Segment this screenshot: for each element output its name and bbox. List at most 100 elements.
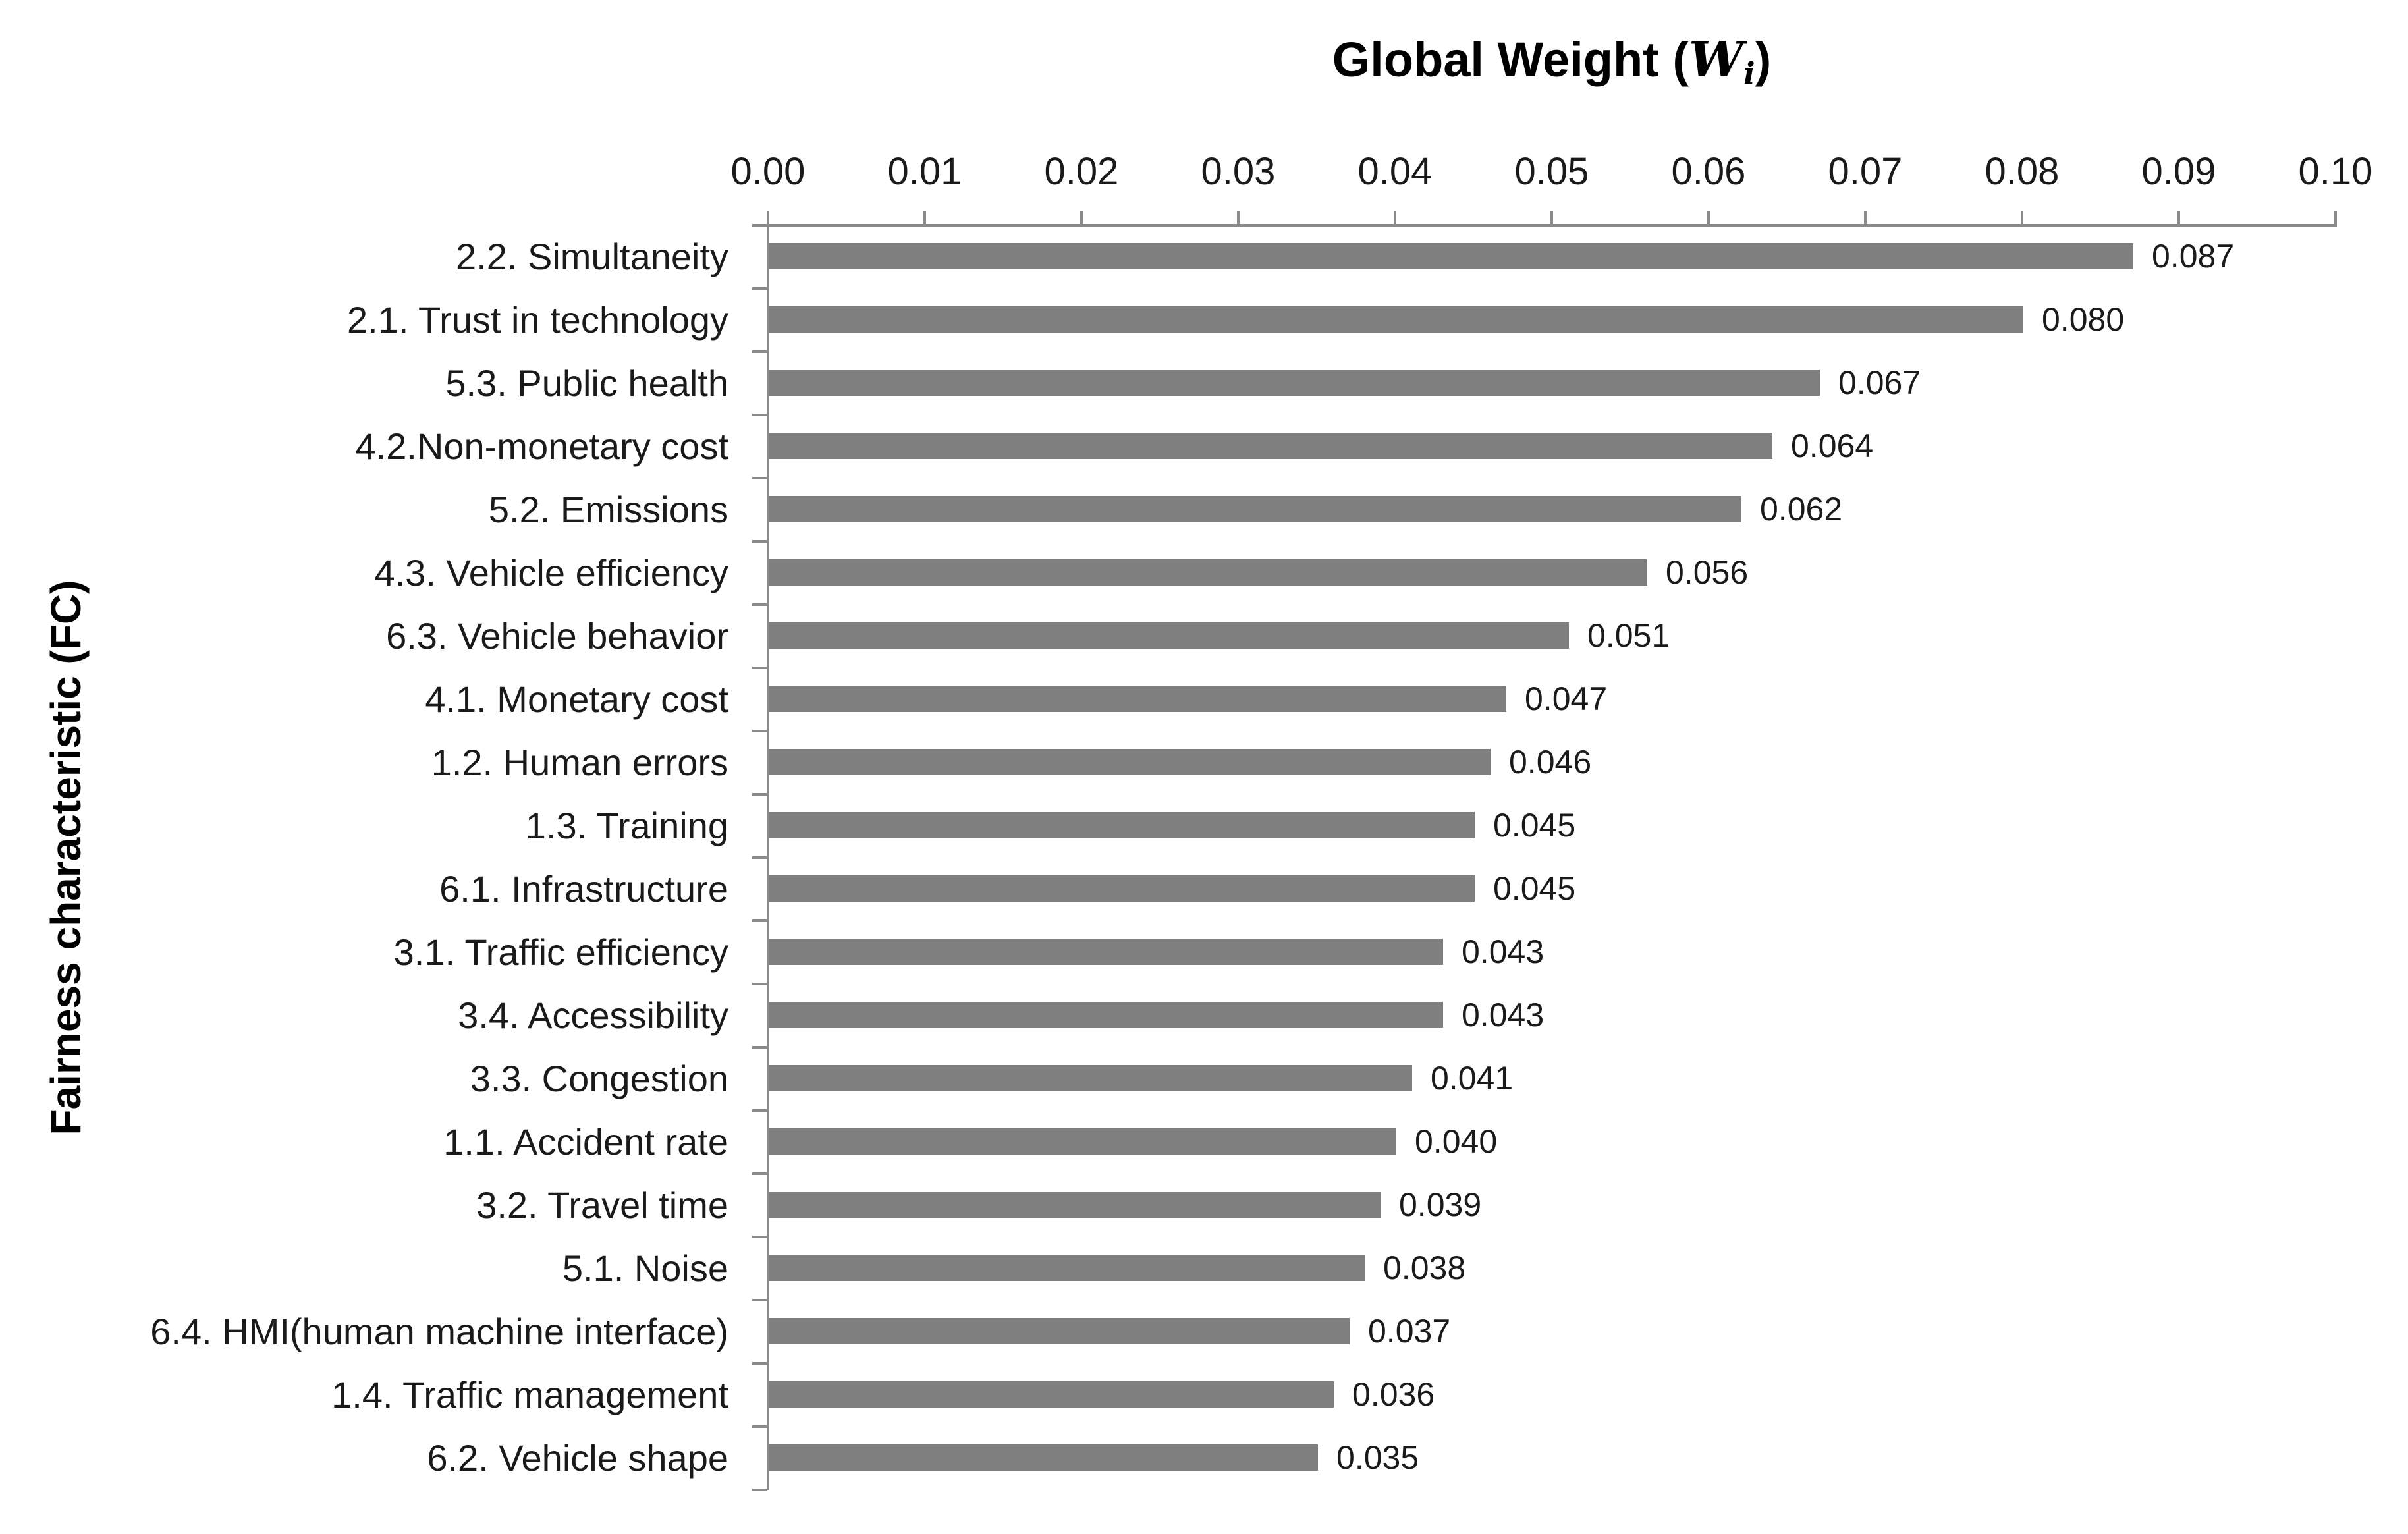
y-tick bbox=[752, 1172, 767, 1175]
chart-title-variable: W bbox=[1689, 32, 1744, 88]
x-tick-label: 0.00 bbox=[730, 150, 806, 193]
x-tick bbox=[923, 211, 926, 225]
category-label: 5.3. Public health bbox=[445, 362, 728, 404]
x-tick bbox=[1550, 211, 1553, 225]
y-tick bbox=[752, 1236, 767, 1238]
bar bbox=[769, 812, 1475, 838]
category-label: 1.2. Human errors bbox=[431, 742, 728, 783]
bar-value-label: 0.040 bbox=[1415, 1123, 1498, 1160]
y-tick bbox=[752, 730, 767, 732]
bar bbox=[769, 1255, 1365, 1281]
bar bbox=[769, 559, 1647, 586]
bar-value-label: 0.041 bbox=[1431, 1060, 1514, 1097]
bar-value-label: 0.064 bbox=[1791, 427, 1874, 464]
bar bbox=[769, 1318, 1350, 1344]
bar bbox=[769, 243, 2133, 269]
bar bbox=[769, 686, 1506, 712]
category-label: 1.3. Training bbox=[525, 805, 728, 846]
category-label: 4.3. Vehicle efficiency bbox=[374, 552, 728, 593]
category-label: 6.2. Vehicle shape bbox=[427, 1437, 728, 1479]
bar bbox=[769, 1128, 1396, 1155]
y-tick bbox=[752, 540, 767, 543]
chart-title-suffix: ) bbox=[1755, 32, 1772, 87]
bar-value-label: 0.080 bbox=[2042, 301, 2125, 338]
x-tick-label: 0.01 bbox=[887, 150, 962, 193]
bar bbox=[769, 1381, 1334, 1408]
bar bbox=[769, 875, 1475, 902]
category-label: 2.1. Trust in technology bbox=[346, 299, 728, 341]
y-tick bbox=[752, 350, 767, 353]
y-tick bbox=[752, 919, 767, 922]
bar-value-label: 0.046 bbox=[1509, 744, 1592, 781]
y-tick bbox=[752, 793, 767, 796]
y-tick bbox=[752, 1489, 767, 1491]
category-label: 3.1. Traffic efficiency bbox=[393, 931, 728, 973]
bar bbox=[769, 306, 2023, 333]
bar-value-label: 0.056 bbox=[1666, 554, 1749, 591]
bar bbox=[769, 496, 1741, 522]
bar-value-label: 0.038 bbox=[1383, 1249, 1466, 1286]
x-tick-label: 0.09 bbox=[2141, 150, 2216, 193]
chart-title-prefix: Global Weight ( bbox=[1332, 32, 1689, 87]
bar-value-label: 0.036 bbox=[1352, 1376, 1435, 1413]
bar bbox=[769, 370, 1820, 396]
y-tick bbox=[752, 287, 767, 290]
bar bbox=[769, 433, 1772, 459]
bar bbox=[769, 749, 1491, 775]
bar-value-label: 0.043 bbox=[1462, 997, 1545, 1033]
x-tick-label: 0.04 bbox=[1357, 150, 1433, 193]
category-label: 3.3. Congestion bbox=[470, 1058, 728, 1099]
y-tick bbox=[752, 1046, 767, 1049]
category-label: 6.3. Vehicle behavior bbox=[386, 615, 728, 657]
y-tick bbox=[752, 1425, 767, 1428]
x-tick bbox=[1707, 211, 1710, 225]
y-tick bbox=[752, 414, 767, 416]
x-tick-label: 0.06 bbox=[1671, 150, 1746, 193]
y-tick bbox=[752, 667, 767, 669]
bar bbox=[769, 939, 1443, 965]
category-label: 1.4. Traffic management bbox=[331, 1374, 728, 1415]
y-tick bbox=[752, 1362, 767, 1365]
y-tick bbox=[752, 603, 767, 606]
x-tick bbox=[2334, 211, 2337, 225]
bar bbox=[769, 622, 1569, 649]
bar bbox=[769, 1192, 1381, 1218]
y-tick bbox=[752, 1299, 767, 1301]
chart-title-subscript: i bbox=[1743, 55, 1755, 92]
category-label: 6.1. Infrastructure bbox=[439, 868, 728, 910]
bar-value-label: 0.047 bbox=[1525, 680, 1608, 717]
category-label: 5.1. Noise bbox=[562, 1247, 728, 1289]
bar-value-label: 0.045 bbox=[1493, 870, 1576, 907]
x-tick-label: 0.02 bbox=[1044, 150, 1119, 193]
category-label: 4.2.Non-monetary cost bbox=[355, 425, 728, 467]
x-tick bbox=[1394, 211, 1396, 225]
category-label: 4.1. Monetary cost bbox=[425, 678, 728, 720]
bar-value-label: 0.087 bbox=[2152, 238, 2235, 275]
category-label: 3.4. Accessibility bbox=[458, 995, 728, 1036]
x-tick-label: 0.03 bbox=[1201, 150, 1276, 193]
bar-value-label: 0.067 bbox=[1838, 364, 1921, 401]
x-tick bbox=[2021, 211, 2023, 225]
y-axis-title: Fairness characteristic (FC) bbox=[42, 580, 90, 1136]
bar bbox=[769, 1444, 1318, 1471]
y-tick bbox=[752, 224, 767, 227]
category-label: 2.2. Simultaneity bbox=[456, 236, 728, 277]
bar-value-label: 0.035 bbox=[1336, 1439, 1419, 1476]
y-tick bbox=[752, 1109, 767, 1112]
bar-value-label: 0.062 bbox=[1760, 491, 1843, 528]
x-tick bbox=[2177, 211, 2180, 225]
y-axis-line bbox=[767, 225, 769, 1490]
y-tick bbox=[752, 856, 767, 859]
bar-value-label: 0.045 bbox=[1493, 807, 1576, 844]
bar-value-label: 0.037 bbox=[1368, 1313, 1451, 1350]
x-tick-label: 0.10 bbox=[2298, 150, 2373, 193]
category-label: 6.4. HMI(human machine interface) bbox=[150, 1311, 728, 1352]
chart-title: Global Weight (Wi) bbox=[893, 33, 2210, 90]
x-tick bbox=[1080, 211, 1083, 225]
x-tick bbox=[1864, 211, 1867, 225]
x-tick-label: 0.08 bbox=[1984, 150, 2060, 193]
category-label: 3.2. Travel time bbox=[476, 1184, 728, 1226]
category-label: 5.2. Emissions bbox=[488, 489, 728, 530]
x-tick-label: 0.05 bbox=[1514, 150, 1589, 193]
